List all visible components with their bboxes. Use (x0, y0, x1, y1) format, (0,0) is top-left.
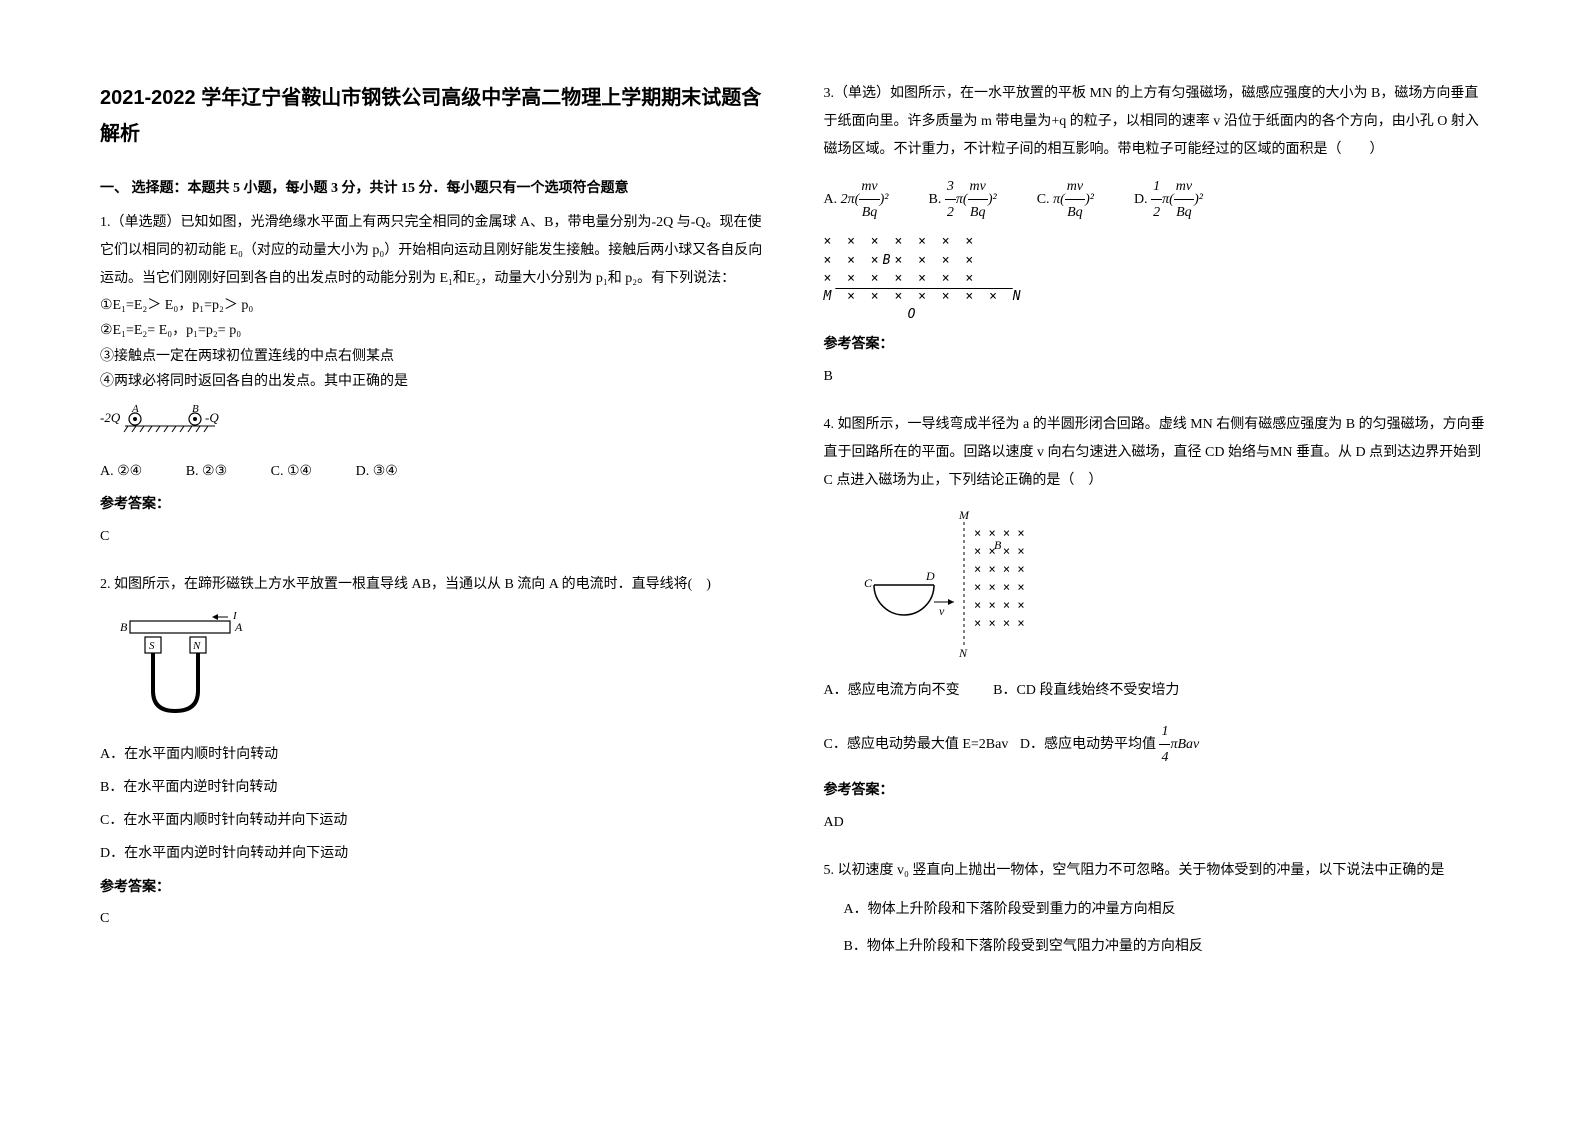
svg-text:N: N (958, 646, 968, 657)
q4-optD-formula: 14πBav (1159, 737, 1199, 752)
question-4: 4. 如图所示，一导线弯成半径为 a 的半圆形闭合回路。虚线 MN 右侧有磁感应… (824, 411, 1488, 847)
q4-options-row1: A．感应电流方向不变 B．CD 段直线始终不受安培力 (824, 678, 1488, 703)
q2-answer: C (100, 906, 764, 931)
right-column: 3.（单选）如图所示，在一水平放置的平板 MN 的上方有匀强磁场，磁感应强度的大… (824, 80, 1488, 1042)
q3-optA: A. 2π(mvBq)² (824, 174, 889, 225)
question-2: 2. 如图所示，在蹄形磁铁上方水平放置一根直导线 AB，当通以从 B 流向 A … (100, 571, 764, 943)
semicircle-diagram-svg: M N C D v B × × × × × × × × × × × × × × … (864, 507, 1064, 657)
q1-optB: B. ②③ (186, 459, 227, 484)
svg-text:× × × ×: × × × × (974, 526, 1025, 540)
svg-text:S: S (149, 640, 155, 652)
q2-optA: A．在水平面内顺时针向转动 (100, 742, 764, 767)
svg-text:C: C (864, 576, 873, 590)
section-header: 一、 选择题：本题共 5 小题，每小题 3 分，共计 15 分．每小题只有一个选… (100, 176, 764, 201)
q2-text: 2. 如图所示，在蹄形磁铁上方水平放置一根直导线 AB，当通以从 B 流向 A … (100, 571, 764, 599)
ball-diagram-svg: -2Q A B -Q (100, 402, 240, 442)
q1-item2: ②E₁=E₂= E₀，p₁=p₂= p₀ (100, 318, 764, 343)
svg-text:× × × ×: × × × × (974, 544, 1025, 558)
q4-optA: A．感应电流方向不变 (824, 683, 960, 698)
magnet-diagram-svg: B A I S N (120, 611, 250, 721)
question-3: 3.（单选）如图所示，在一水平放置的平板 MN 的上方有匀强磁场，磁感应强度的大… (824, 80, 1488, 401)
svg-text:D: D (925, 569, 935, 583)
cross-row: M × × × × × × × N (824, 288, 1488, 306)
q4-answer-label: 参考答案： (824, 778, 1488, 803)
q3-optB-label: B. (929, 192, 942, 207)
q3-optD: D. 12π(mvBq)² (1134, 174, 1203, 225)
q1-item1: ①E₁=E₂＞ E₀，p₁=p₂＞ p₀ (100, 293, 764, 318)
q3-answer-label: 参考答案： (824, 332, 1488, 357)
q5-optB: B．物体上升阶段和下落阶段受到空气阻力冲量的方向相反 (844, 934, 1488, 959)
q3-optD-label: D. (1134, 192, 1148, 207)
svg-text:B: B (120, 620, 128, 634)
svg-text:v: v (939, 604, 945, 618)
q4-figure: M N C D v B × × × × × × × × × × × × × × … (864, 503, 1488, 670)
q1-answer: C (100, 524, 764, 549)
q3-optC-label: C. (1037, 192, 1050, 207)
svg-text:B: B (192, 403, 199, 415)
q2-figure: B A I S N (120, 611, 764, 730)
q3-text: 3.（单选）如图所示，在一水平放置的平板 MN 的上方有匀强磁场，磁感应强度的大… (824, 80, 1488, 164)
q3-optB-formula: 32π(mvBq)² (945, 192, 997, 207)
svg-text:A: A (131, 403, 139, 415)
q4-text: 4. 如图所示，一导线弯成半径为 a 的半圆形闭合回路。虚线 MN 右侧有磁感应… (824, 411, 1488, 495)
q2-optD: D．在水平面内逆时针向转动并向下运动 (100, 841, 764, 866)
q2-optB: B．在水平面内逆时针向转动 (100, 775, 764, 800)
cross-row: × × ×B× × × × (824, 252, 1488, 270)
q1-optD: D. ③④ (356, 459, 398, 484)
left-column: 2021-2022 学年辽宁省鞍山市钢铁公司高级中学高二物理上学期期末试题含解析… (100, 80, 764, 1042)
exam-title: 2021-2022 学年辽宁省鞍山市钢铁公司高级中学高二物理上学期期末试题含解析 (100, 80, 764, 152)
question-1: 1.（单选题）已知如图，光滑绝缘水平面上有两只完全相同的金属球 A、B，带电量分… (100, 209, 764, 561)
cross-row: × × × × × × × (824, 233, 1488, 251)
q1-optC: C. ①④ (271, 459, 312, 484)
q1-item4: ④两球必将同时返回各自的出发点。其中正确的是 (100, 369, 764, 394)
q2-answer-label: 参考答案： (100, 875, 764, 900)
q3-answer: B (824, 364, 1488, 389)
q2-optC: C．在水平面内顺时针向转动并向下运动 (100, 808, 764, 833)
q4-optC: C．感应电动势最大值 E=2Bav (824, 737, 1009, 752)
svg-text:× × × ×: × × × × (974, 562, 1025, 576)
q1-answer-label: 参考答案： (100, 492, 764, 517)
svg-text:A: A (234, 620, 243, 634)
q1-figure: -2Q A B -Q (100, 402, 764, 451)
svg-text:-Q: -Q (205, 410, 219, 425)
q3-optD-formula: 12π(mvBq)² (1151, 192, 1203, 207)
q1-item3: ③接触点一定在两球初位置连线的中点右侧某点 (100, 344, 764, 369)
q3-optC: C. π(mvBq)² (1037, 174, 1094, 225)
svg-text:N: N (192, 640, 201, 652)
question-5: 5. 以初速度 v₀ 竖直向上抛出一物体，空气阻力不可忽略。关于物体受到的冲量，… (824, 857, 1488, 959)
q4-optD-prefix: D．感应电动势平均值 (1020, 737, 1156, 752)
svg-text:× × × ×: × × × × (974, 616, 1025, 630)
svg-text:-2Q: -2Q (100, 410, 121, 425)
q1-optA: A. ②④ (100, 459, 142, 484)
q3-optA-formula: 2π(mvBq)² (841, 192, 889, 207)
q4-optB: B．CD 段直线始终不受安培力 (993, 683, 1179, 698)
q3-figure: × × × × × × × × × ×B× × × × × × × × × × … (824, 233, 1488, 324)
q3-optC-formula: π(mvBq)² (1053, 192, 1094, 207)
svg-text:× × × ×: × × × × (974, 580, 1025, 594)
q5-text: 5. 以初速度 v₀ 竖直向上抛出一物体，空气阻力不可忽略。关于物体受到的冲量，… (824, 857, 1488, 885)
o-label: O (824, 306, 1004, 324)
q3-optA-label: A. (824, 192, 838, 207)
q3-options: A. 2π(mvBq)² B. 32π(mvBq)² C. π(mvBq)² D… (824, 174, 1488, 225)
q4-answer: AD (824, 810, 1488, 835)
cross-row: × × × × × × × (824, 270, 1488, 288)
q3-optB: B. 32π(mvBq)² (929, 174, 997, 225)
q4-options-row2: C．感应电动势最大值 E=2Bav D．感应电动势平均值 14πBav (824, 719, 1488, 770)
q5-optA: A．物体上升阶段和下落阶段受到重力的冲量方向相反 (844, 897, 1488, 922)
q1-options: A. ②④ B. ②③ C. ①④ D. ③④ (100, 459, 764, 484)
q1-text: 1.（单选题）已知如图，光滑绝缘水平面上有两只完全相同的金属球 A、B，带电量分… (100, 209, 764, 293)
svg-text:× × × ×: × × × × (974, 598, 1025, 612)
svg-text:M: M (958, 508, 970, 522)
